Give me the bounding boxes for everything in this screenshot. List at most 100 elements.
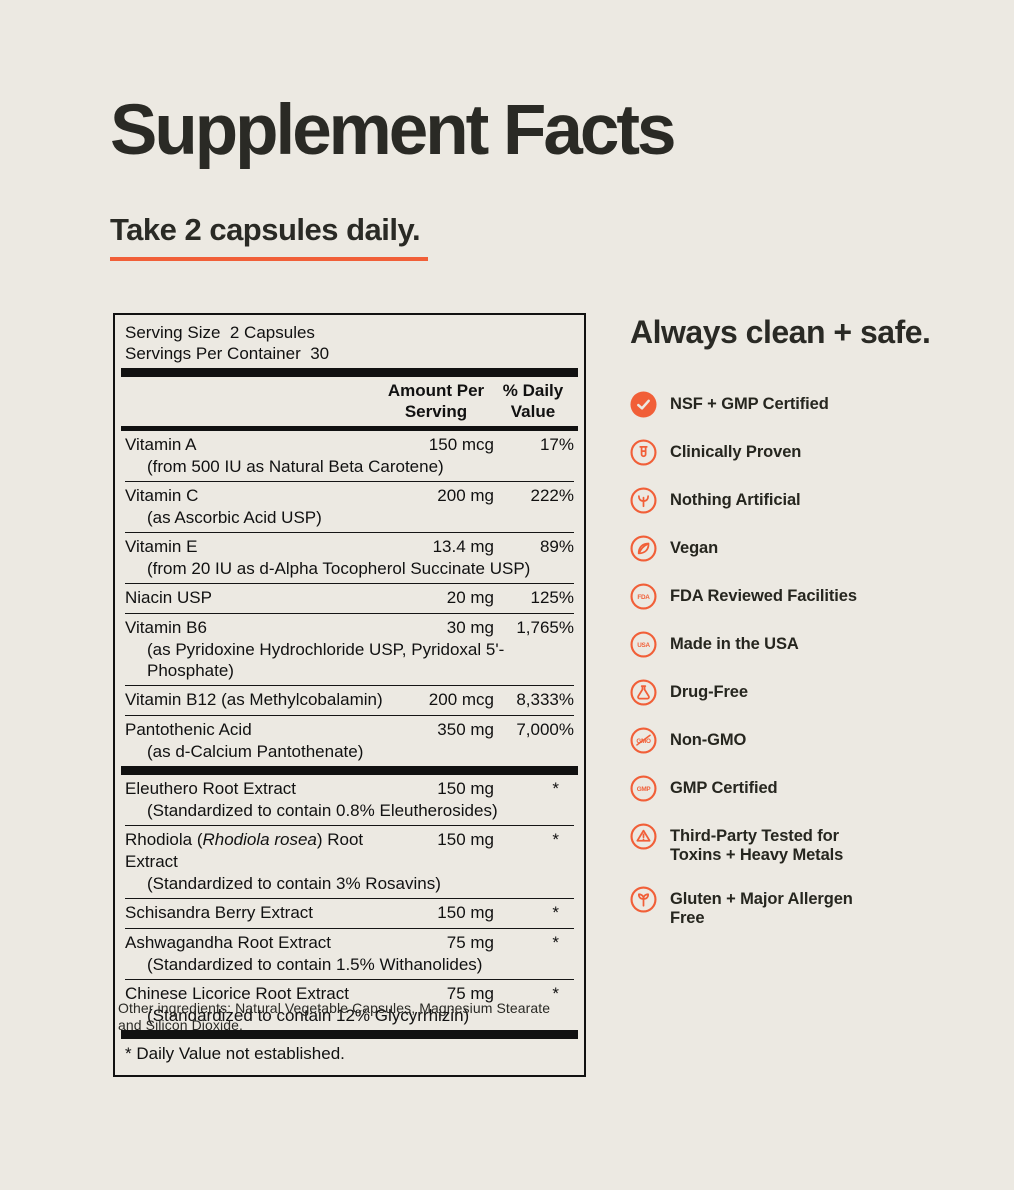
ingredient-name: Schisandra Berry Extract bbox=[125, 903, 314, 922]
warning-triangle-icon bbox=[630, 823, 657, 850]
table-row: Vitamin B12 (as Methylcobalamin) 200 mcg 8… bbox=[125, 685, 574, 715]
table-row: Niacin USP 20 mg 125% bbox=[125, 583, 574, 613]
badge-label: Vegan bbox=[670, 539, 719, 557]
ingredient-name: Chinese Licorice Root Extract bbox=[125, 984, 349, 1003]
ingredient-amount: 200 mg bbox=[437, 486, 494, 505]
serving-size: Serving Size 2 Capsules bbox=[125, 323, 315, 342]
gmp-icon: GMP bbox=[630, 775, 657, 802]
table-row: Schisandra Berry Extract 150 mg * bbox=[125, 898, 574, 928]
ingredient-amount: 75 mg bbox=[446, 984, 494, 1003]
ingredient-amount: 20 mg bbox=[446, 588, 494, 607]
table-row: Ashwagandha Root Extract 75 mg * (Standardi… bbox=[125, 928, 574, 979]
badge-label: Made in the USA bbox=[670, 635, 799, 653]
ingredient-detail: (from 20 IU as d-Alpha Tocopherol Succin… bbox=[147, 559, 531, 578]
ingredient-detail: (as d-Calcium Pantothenate) bbox=[147, 742, 364, 761]
usa-icon: USA bbox=[630, 631, 657, 658]
dv-header-line1: % Daily bbox=[502, 381, 564, 400]
table-row: Vitamin B6 30 mg 1,765% (as Pyridoxine Hydr… bbox=[125, 613, 574, 685]
badge-item: Drug-Free bbox=[630, 679, 960, 706]
table-row: Vitamin E 13.4 mg 89% (from 20 IU as d-Alph… bbox=[125, 532, 574, 583]
badge-label: GMP Certified bbox=[670, 779, 778, 797]
svg-text:USA: USA bbox=[637, 642, 650, 649]
badge-label: Clinically Proven bbox=[670, 443, 802, 461]
ingredient-amount: 75 mg bbox=[446, 933, 494, 952]
svg-text:GMO: GMO bbox=[636, 738, 651, 745]
page-title: Supplement Facts bbox=[110, 91, 677, 170]
ingredient-daily-value: * bbox=[552, 779, 559, 798]
ingredient-daily-value: 89% bbox=[539, 537, 574, 556]
supplement-facts-panel: Serving Size 2 Capsules Servings Per Con… bbox=[113, 313, 586, 1077]
table-row: Eleuthero Root Extract 150 mg * (Standardiz… bbox=[125, 775, 574, 825]
fda-icon: FDA bbox=[630, 583, 657, 610]
badge-item: Third-Party Tested for Toxins + Heavy Me… bbox=[630, 823, 960, 865]
table-row: Vitamin C 200 mg 222% (as Ascorbic Acid USP… bbox=[125, 481, 574, 532]
ingredient-detail: (as Ascorbic Acid USP) bbox=[147, 508, 322, 527]
plant-icon bbox=[630, 487, 657, 514]
badge-item: FDA FDA Reviewed Facilities bbox=[630, 583, 960, 610]
table-row: Chinese Licorice Root Extract 75 mg * (Stan… bbox=[125, 979, 574, 1030]
ingredient-detail: (from 500 IU as Natural Beta Carotene) bbox=[147, 457, 444, 476]
ingredient-amount: 150 mg bbox=[437, 903, 494, 922]
ingredient-amount: 200 mcg bbox=[428, 690, 494, 709]
ingredient-amount: 150 mg bbox=[437, 779, 494, 798]
dv-header-line2: Value bbox=[510, 402, 556, 421]
table-row: Rhodiola (Rhodiola rosea) Root Extract 15… bbox=[125, 825, 574, 898]
svg-text:FDA: FDA bbox=[637, 594, 650, 601]
ingredient-name: Pantothenic Acid bbox=[125, 720, 252, 739]
ingredient-detail: (as Pyridoxine Hydrochloride USP, Pyrido… bbox=[147, 640, 505, 680]
ingredient-detail: (Standardized to contain 12% Glycyrrhizi… bbox=[147, 1006, 470, 1025]
ingredient-name: Vitamin B6 bbox=[125, 618, 207, 637]
dosage-instruction: Take 2 capsules daily. bbox=[110, 212, 429, 261]
badge-item: Nothing Artificial bbox=[630, 487, 960, 514]
badge-label: Drug-Free bbox=[670, 683, 748, 701]
other-ingredients: Other ingredients: Natural Vegetable Cap… bbox=[118, 1000, 551, 1033]
badge-item: GMP GMP Certified bbox=[630, 775, 960, 802]
flask-icon bbox=[630, 679, 657, 706]
ingredient-daily-value: 1,765% bbox=[516, 618, 574, 637]
ingredient-detail: (Standardized to contain 1.5% Withanolid… bbox=[147, 955, 483, 974]
badge-list: NSF + GMP Certified Clinically Proven Noth… bbox=[630, 391, 960, 928]
ingredient-daily-value: 8,333% bbox=[516, 690, 574, 709]
divider-thick bbox=[121, 1030, 578, 1039]
ingredient-daily-value: 222% bbox=[530, 486, 574, 505]
daily-value-column-header: % Daily Value bbox=[492, 380, 574, 422]
facts-rows: Vitamin A 150 mcg 17% (from 500 IU as Natur… bbox=[121, 431, 578, 1030]
ingredient-daily-value: 7,000% bbox=[516, 720, 574, 739]
divider-thick bbox=[121, 368, 578, 377]
ingredient-amount: 13.4 mg bbox=[432, 537, 494, 556]
ingredient-name: Rhodiola (Rhodiola rosea) Root Extract bbox=[125, 830, 364, 871]
badge-label: Nothing Artificial bbox=[670, 491, 801, 509]
badge-label: NSF + GMP Certified bbox=[670, 395, 829, 413]
badge-item: NSF + GMP Certified bbox=[630, 391, 960, 418]
clean-safe-section: Always clean + safe. NSF + GMP Certified… bbox=[630, 314, 960, 928]
ingredient-name: Vitamin A bbox=[125, 435, 197, 454]
leaf-icon bbox=[630, 535, 657, 562]
dosage-section: Take 2 capsules daily. bbox=[110, 212, 429, 261]
svg-text:GMP: GMP bbox=[637, 786, 652, 793]
clean-safe-heading: Always clean + safe. bbox=[630, 314, 931, 350]
divider-thick bbox=[121, 766, 578, 775]
badge-item: USA Made in the USA bbox=[630, 631, 960, 658]
ingredient-amount: 150 mg bbox=[437, 830, 494, 849]
ingredient-daily-value: * bbox=[552, 830, 559, 849]
badge-item: GMO Non-GMO bbox=[630, 727, 960, 754]
divider-thin-thick bbox=[121, 426, 578, 431]
ingredient-name: Vitamin E bbox=[125, 537, 198, 556]
ingredient-name: Niacin USP bbox=[125, 588, 212, 607]
daily-value-footnote: * Daily Value not established. bbox=[125, 1044, 345, 1063]
badge-item: Clinically Proven bbox=[630, 439, 960, 466]
ingredient-name: Ashwagandha Root Extract bbox=[125, 933, 332, 952]
ingredient-daily-value: * bbox=[552, 903, 559, 922]
ingredient-amount: 350 mg bbox=[437, 720, 494, 739]
ingredient-name: Eleuthero Root Extract bbox=[125, 779, 297, 798]
check-icon bbox=[630, 391, 657, 418]
ingredient-daily-value: 17% bbox=[539, 435, 574, 454]
table-row: Pantothenic Acid 350 mg 7,000% (as d-Calciu… bbox=[125, 715, 574, 766]
badge-label: Third-Party Tested for Toxins + Heavy Me… bbox=[670, 827, 844, 864]
ingredient-amount: 150 mcg bbox=[428, 435, 494, 454]
badge-label: Non-GMO bbox=[670, 731, 747, 749]
test-tube-icon bbox=[630, 439, 657, 466]
ingredient-name: Vitamin B12 (as Methylcobalamin) bbox=[125, 690, 383, 709]
table-row: Vitamin A 150 mcg 17% (from 500 IU as Natur… bbox=[125, 431, 574, 481]
amount-header-line2: Serving bbox=[404, 402, 468, 421]
